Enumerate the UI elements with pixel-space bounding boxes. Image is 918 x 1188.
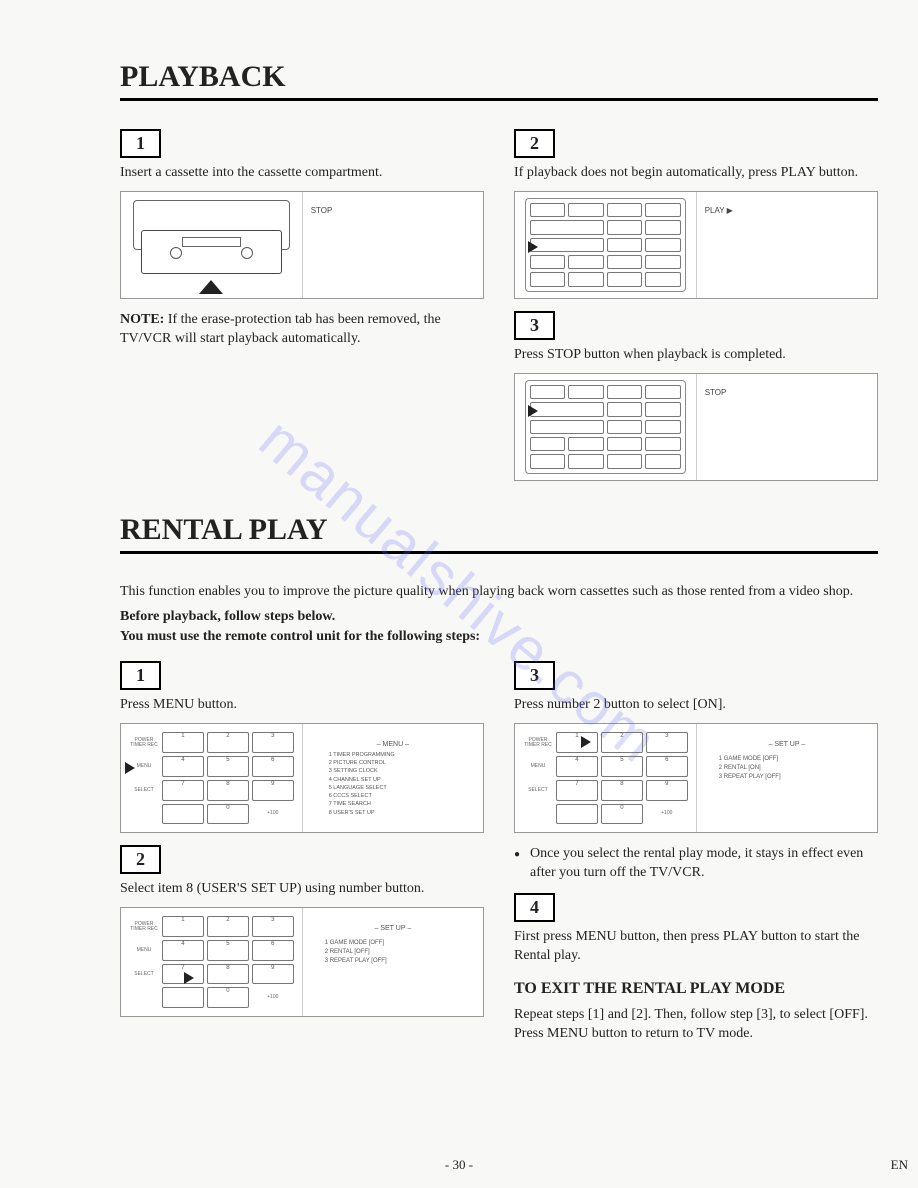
title-rule bbox=[120, 551, 878, 554]
remote-numpad: POWER TIMER REC123 MENU456 SELECT789 0+1… bbox=[121, 724, 303, 832]
exit-heading: TO EXIT THE RENTAL PLAY MODE bbox=[514, 980, 878, 998]
setup-screen: – SET UP – 1 GAME MODE [OFF] 2 RENTAL [O… bbox=[303, 908, 483, 1016]
playback-left-col: 1 Insert a cassette into the cassette co… bbox=[120, 129, 484, 493]
remote-numpad: POWER TIMER REC123 MENU456 SELECT789 0+1… bbox=[515, 724, 697, 832]
step-number: 1 bbox=[120, 129, 161, 158]
remote-numpad: POWER TIMER REC123 MENU456 SELECT789 0+1… bbox=[121, 908, 303, 1016]
step-text: Select item 8 (USER'S SET UP) using numb… bbox=[120, 880, 484, 899]
step-text: If playback does not begin automatically… bbox=[514, 164, 878, 183]
vcr-illustration: PLAY ▶ bbox=[514, 191, 878, 299]
note-label: NOTE: bbox=[120, 312, 164, 327]
screen-display: PLAY ▶ bbox=[697, 192, 877, 298]
note-body: If the erase-protection tab has been rem… bbox=[120, 312, 441, 346]
screen-text: STOP bbox=[311, 206, 333, 215]
remote-illustration: POWER TIMER REC123 MENU456 SELECT789 0+1… bbox=[120, 907, 484, 1017]
step-text: Press number 2 button to select [ON]. bbox=[514, 696, 878, 715]
screen-items: 1 TIMER PROGRAMMING 2 PICTURE CONTROL 3 … bbox=[311, 751, 475, 817]
playback-columns: 1 Insert a cassette into the cassette co… bbox=[120, 129, 878, 493]
rental-intro: This function enables you to improve the… bbox=[120, 582, 878, 602]
page-number: - 30 - bbox=[445, 1157, 473, 1173]
step-number: 3 bbox=[514, 661, 555, 690]
step-number: 4 bbox=[514, 893, 555, 922]
step-number: 3 bbox=[514, 311, 555, 340]
menu-screen: – MENU – 1 TIMER PROGRAMMING 2 PICTURE C… bbox=[303, 724, 483, 832]
rental-must: You must use the remote control unit for… bbox=[120, 629, 878, 645]
exit-text: Repeat steps [1] and [2]. Then, follow s… bbox=[514, 1006, 878, 1044]
screen-items: 1 GAME MODE [OFF] 2 RENTAL [ON] 3 REPEAT… bbox=[705, 751, 869, 786]
rental-right-col: 3 Press number 2 button to select [ON]. … bbox=[514, 661, 878, 1051]
step-text: Press STOP button when playback is compl… bbox=[514, 346, 878, 365]
screen-text: STOP bbox=[705, 388, 727, 397]
step-text: Insert a cassette into the cassette comp… bbox=[120, 164, 484, 183]
rental-left-col: 1 Press MENU button. POWER TIMER REC123 … bbox=[120, 661, 484, 1051]
step-number: 2 bbox=[514, 129, 555, 158]
rental-before: Before playback, follow steps below. bbox=[120, 609, 878, 625]
step-text: Press MENU button. bbox=[120, 696, 484, 715]
screen-text: PLAY ▶ bbox=[705, 206, 733, 215]
cassette-drawing bbox=[121, 192, 303, 298]
vcr-panel bbox=[515, 192, 697, 298]
step-number: 1 bbox=[120, 661, 161, 690]
title-rule bbox=[120, 98, 878, 101]
screen-display: STOP bbox=[303, 192, 483, 298]
vcr-illustration: STOP bbox=[514, 373, 878, 481]
playback-note: NOTE: If the erase-protection tab has be… bbox=[120, 311, 484, 349]
cassette-illustration: STOP bbox=[120, 191, 484, 299]
screen-display: STOP bbox=[697, 374, 877, 480]
page-code: EN bbox=[891, 1157, 908, 1173]
screen-title: – SET UP – bbox=[705, 740, 869, 751]
remote-illustration: POWER TIMER REC123 MENU456 SELECT789 0+1… bbox=[514, 723, 878, 833]
screen-title: – SET UP – bbox=[311, 924, 475, 935]
step-number: 2 bbox=[120, 845, 161, 874]
rental-bullet: Once you select the rental play mode, it… bbox=[514, 845, 878, 883]
playback-title: PLAYBACK bbox=[120, 60, 878, 94]
playback-right-col: 2 If playback does not begin automatical… bbox=[514, 129, 878, 493]
step-text: First press MENU button, then press PLAY… bbox=[514, 928, 878, 966]
screen-title: – MENU – bbox=[311, 740, 475, 751]
rental-title: RENTAL PLAY bbox=[120, 513, 878, 547]
vcr-panel bbox=[515, 374, 697, 480]
screen-items: 1 GAME MODE [OFF] 2 RENTAL [OFF] 3 REPEA… bbox=[311, 935, 475, 970]
setup-screen: – SET UP – 1 GAME MODE [OFF] 2 RENTAL [O… bbox=[697, 724, 877, 832]
remote-illustration: POWER TIMER REC123 MENU456 SELECT789 0+1… bbox=[120, 723, 484, 833]
rental-columns: 1 Press MENU button. POWER TIMER REC123 … bbox=[120, 661, 878, 1051]
